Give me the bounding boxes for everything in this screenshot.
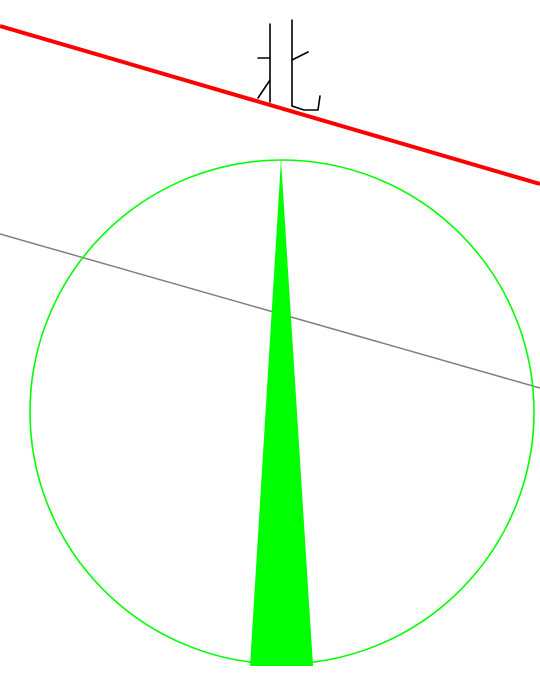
compass-needle-icon	[250, 160, 313, 666]
north-arrow-icon	[257, 19, 321, 111]
gray-reference-line	[0, 233, 540, 389]
red-reference-line	[0, 24, 540, 186]
